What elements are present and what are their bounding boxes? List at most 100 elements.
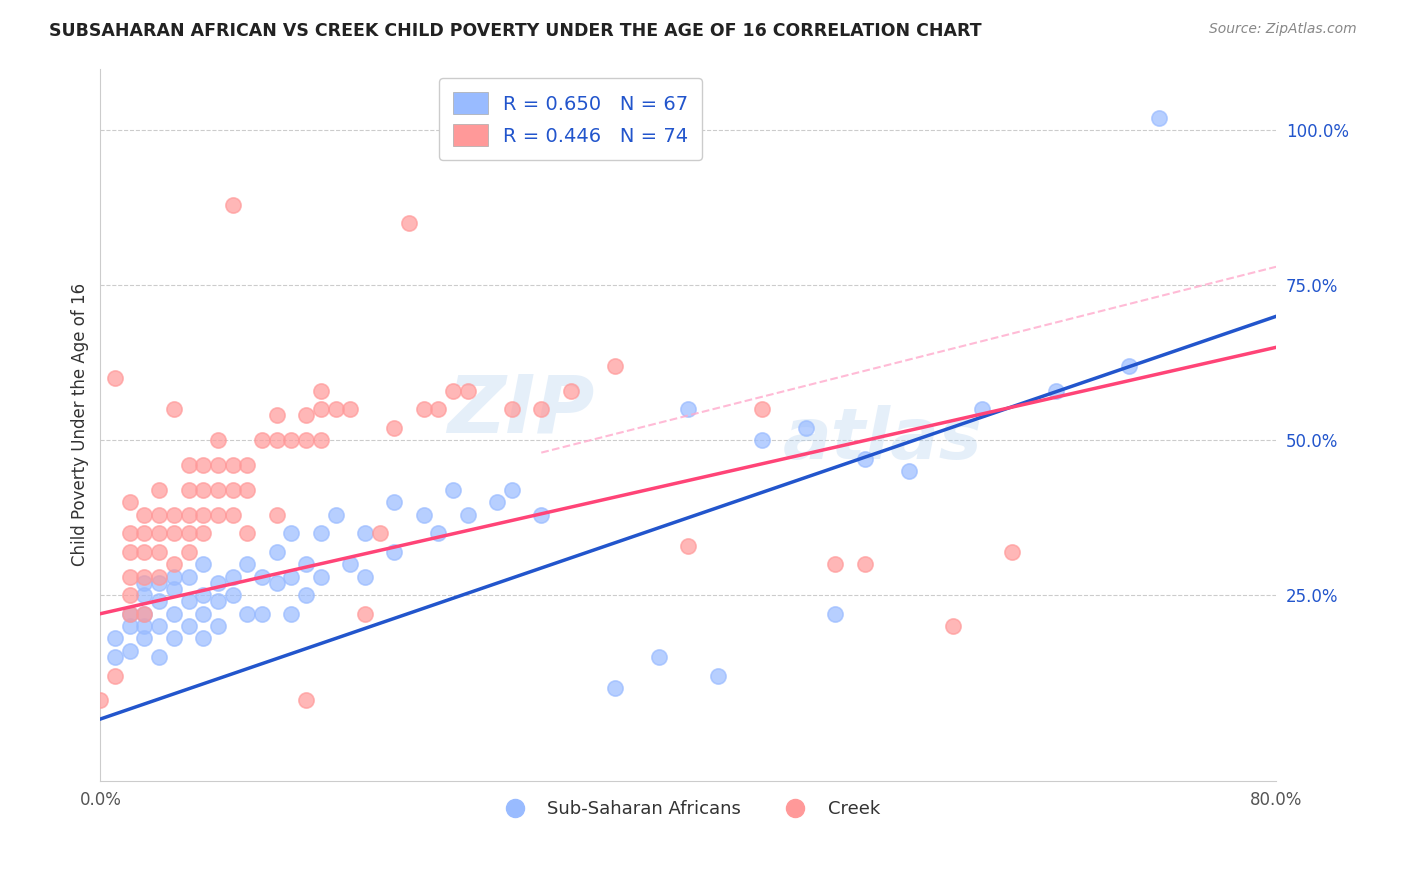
Point [134, 545, 156, 559]
Point [193, 483, 215, 497]
Point [603, 681, 626, 695]
Point [280, 434, 302, 448]
Point [134, 607, 156, 621]
Point [163, 582, 186, 596]
Point [280, 607, 302, 621]
Point [603, 359, 626, 373]
Point [354, 607, 377, 621]
Point [250, 434, 273, 448]
Y-axis label: Child Poverty Under the Age of 16: Child Poverty Under the Age of 16 [72, 283, 89, 566]
Point [530, 508, 553, 522]
Point [309, 569, 332, 583]
Point [148, 594, 170, 608]
Point [1000, 545, 1022, 559]
Text: SUBSAHARAN AFRICAN VS CREEK CHILD POVERTY UNDER THE AGE OF 16 CORRELATION CHART: SUBSAHARAN AFRICAN VS CREEK CHILD POVERT… [49, 22, 981, 40]
Point [104, 650, 127, 665]
Point [295, 588, 318, 602]
Point [236, 458, 259, 472]
Point [309, 402, 332, 417]
Point [221, 198, 243, 212]
Point [412, 402, 434, 417]
Point [897, 464, 920, 478]
Point [207, 434, 229, 448]
Point [193, 526, 215, 541]
Point [501, 402, 523, 417]
Point [207, 575, 229, 590]
Point [148, 483, 170, 497]
Point [236, 607, 259, 621]
Point [648, 650, 671, 665]
Point [382, 421, 405, 435]
Point [118, 545, 141, 559]
Point [193, 607, 215, 621]
Point [441, 384, 464, 398]
Point [163, 569, 186, 583]
Point [236, 483, 259, 497]
Point [295, 557, 318, 571]
Point [295, 693, 318, 707]
Point [207, 619, 229, 633]
Point [530, 402, 553, 417]
Point [118, 526, 141, 541]
Point [134, 588, 156, 602]
Point [118, 588, 141, 602]
Text: atlas: atlas [782, 404, 981, 474]
Point [177, 483, 200, 497]
Point [134, 607, 156, 621]
Point [177, 508, 200, 522]
Point [177, 619, 200, 633]
Point [751, 402, 773, 417]
Point [104, 371, 127, 385]
Point [163, 402, 186, 417]
Point [339, 557, 361, 571]
Point [266, 409, 288, 423]
Point [104, 632, 127, 646]
Point [706, 668, 728, 682]
Point [824, 607, 846, 621]
Point [309, 434, 332, 448]
Point [193, 632, 215, 646]
Point [824, 557, 846, 571]
Point [148, 508, 170, 522]
Point [104, 668, 127, 682]
Point [207, 458, 229, 472]
Point [148, 575, 170, 590]
Point [148, 619, 170, 633]
Point [457, 384, 479, 398]
Point [177, 458, 200, 472]
Point [163, 508, 186, 522]
Point [560, 384, 582, 398]
Point [972, 402, 994, 417]
Point [221, 588, 243, 602]
Point [339, 402, 361, 417]
Point [441, 483, 464, 497]
Point [280, 526, 302, 541]
Point [266, 575, 288, 590]
Point [118, 607, 141, 621]
Point [250, 607, 273, 621]
Point [794, 421, 817, 435]
Point [134, 619, 156, 633]
Point [207, 483, 229, 497]
Point [148, 569, 170, 583]
Point [207, 508, 229, 522]
Point [221, 483, 243, 497]
Point [134, 526, 156, 541]
Point [382, 545, 405, 559]
Point [148, 526, 170, 541]
Point [325, 508, 347, 522]
Point [193, 557, 215, 571]
Point [118, 607, 141, 621]
Point [751, 434, 773, 448]
Text: ZIP: ZIP [447, 371, 595, 450]
Point [236, 526, 259, 541]
Point [1045, 384, 1067, 398]
Point [148, 545, 170, 559]
Point [221, 569, 243, 583]
Point [309, 526, 332, 541]
Point [177, 526, 200, 541]
Point [266, 545, 288, 559]
Point [221, 508, 243, 522]
Point [163, 607, 186, 621]
Point [501, 483, 523, 497]
